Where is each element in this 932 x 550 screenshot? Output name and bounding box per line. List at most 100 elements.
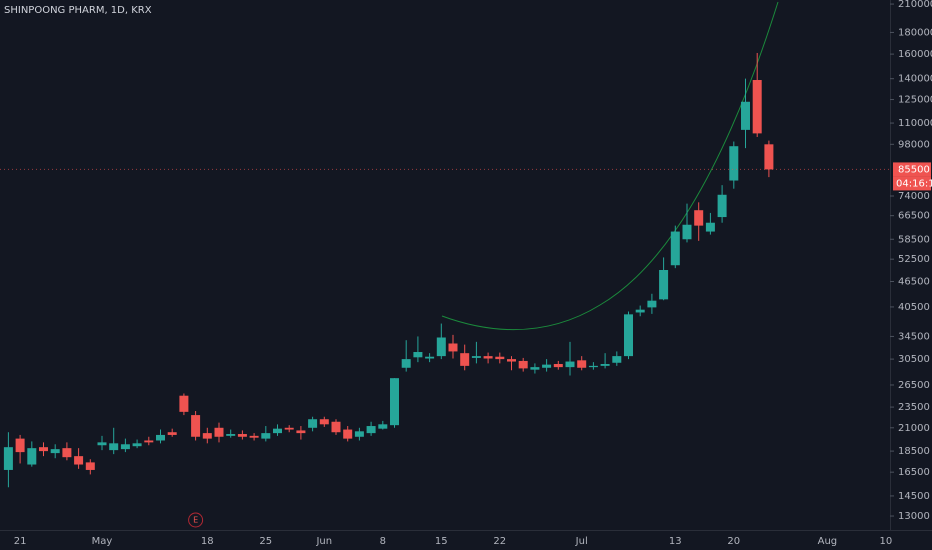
candle-body [144, 440, 154, 443]
y-tick-label: 74000 [898, 191, 930, 202]
candle-body [705, 222, 715, 232]
x-tick-label: 21 [14, 536, 27, 547]
candle-body [448, 343, 458, 352]
candle-body [471, 356, 481, 358]
y-tick-label: 110000 [898, 118, 932, 129]
y-tick-label: 125000 [898, 95, 932, 106]
candle-body [507, 359, 516, 362]
candle-body [518, 360, 528, 369]
candle-body [85, 462, 95, 470]
candle-body [624, 314, 633, 357]
y-tick-label: 18500 [898, 446, 930, 457]
candle-body [425, 356, 435, 359]
candle-body [249, 435, 259, 438]
candle-body [729, 146, 739, 181]
candle-body [273, 428, 282, 434]
candle-body [670, 231, 680, 266]
candle-body [62, 448, 72, 458]
x-tick-label: 8 [380, 536, 386, 547]
candle-body [553, 364, 563, 368]
candle-body [588, 365, 598, 368]
candle-body [600, 364, 610, 366]
x-tick-label: 18 [201, 536, 214, 547]
y-tick-label: 30500 [898, 354, 930, 365]
candle-body [179, 395, 189, 412]
candle-body [132, 443, 142, 447]
countdown-box [893, 176, 931, 191]
countdown-label: 04:16:11 [896, 178, 932, 189]
candle-body [752, 80, 762, 134]
y-tick-label: 210000 [898, 0, 932, 10]
candle-body [483, 356, 493, 359]
candle-body [565, 361, 575, 368]
x-tick-label: 20 [727, 536, 740, 547]
last-price-label: 85500 [898, 164, 930, 175]
chart-title: SHINPOONG PHARM, 1D, KRX [4, 5, 152, 16]
x-tick-label: 13 [669, 536, 682, 547]
candle-body [261, 433, 271, 439]
candle-body [331, 421, 341, 433]
candle-body [764, 144, 774, 170]
candle-body [635, 309, 645, 313]
x-tick-label: 22 [493, 536, 506, 547]
y-tick-label: 16500 [898, 467, 930, 478]
candle-body [682, 224, 692, 240]
candle-body [460, 353, 470, 366]
y-tick-label: 66500 [898, 211, 930, 222]
candle-body [378, 424, 388, 429]
candle-body [401, 359, 411, 368]
candle-body [741, 101, 750, 130]
candle-body [612, 356, 622, 363]
y-tick-label: 26500 [898, 380, 930, 391]
x-tick-label: 25 [259, 536, 272, 547]
candle-body [50, 449, 60, 454]
last-price-box [893, 162, 931, 177]
candle-body [226, 434, 236, 436]
candle-body [191, 415, 201, 437]
candle-body [319, 419, 329, 425]
candle-body [27, 448, 37, 465]
candle-body [284, 427, 294, 430]
candle-body [577, 360, 587, 368]
candle-body [659, 270, 669, 300]
candle-body [542, 364, 552, 368]
candle-body [97, 442, 107, 446]
event-label: E [193, 516, 198, 525]
candle-body [308, 419, 318, 428]
candle-body [354, 431, 364, 437]
y-tick-label: 52500 [898, 254, 930, 265]
candle-body [343, 429, 353, 439]
y-tick-label: 140000 [898, 74, 932, 85]
event-marker [188, 512, 204, 528]
x-tick-label: 10 [880, 536, 893, 547]
y-tick-label: 13000 [898, 511, 930, 522]
candle-body [647, 300, 657, 308]
candle-body [717, 194, 727, 218]
candle-body [167, 432, 177, 435]
y-tick-label: 160000 [898, 49, 932, 60]
candle-body [237, 434, 247, 437]
candle-body [109, 443, 119, 451]
curve-drawing [441, 1, 779, 331]
candle-body [495, 356, 505, 360]
y-tick-label: 34500 [898, 331, 930, 342]
candle-body [390, 378, 399, 426]
candle-body [530, 367, 540, 370]
y-tick-label: 23500 [898, 402, 930, 413]
y-tick-label: 40500 [898, 302, 930, 313]
y-tick-label: 58500 [898, 234, 930, 245]
x-tick-label: May [92, 536, 113, 547]
candle-body [156, 434, 165, 441]
x-tick-label: Aug [818, 536, 838, 547]
candle-body [436, 337, 446, 357]
candle-body [214, 427, 224, 437]
x-tick-label: 15 [435, 536, 448, 547]
y-tick-label: 180000 [898, 27, 932, 38]
x-tick-label: Jun [315, 536, 332, 547]
candle-body [202, 433, 212, 439]
candle-body [15, 438, 25, 453]
y-tick-label: 21000 [898, 423, 930, 434]
candle-body [694, 210, 704, 226]
